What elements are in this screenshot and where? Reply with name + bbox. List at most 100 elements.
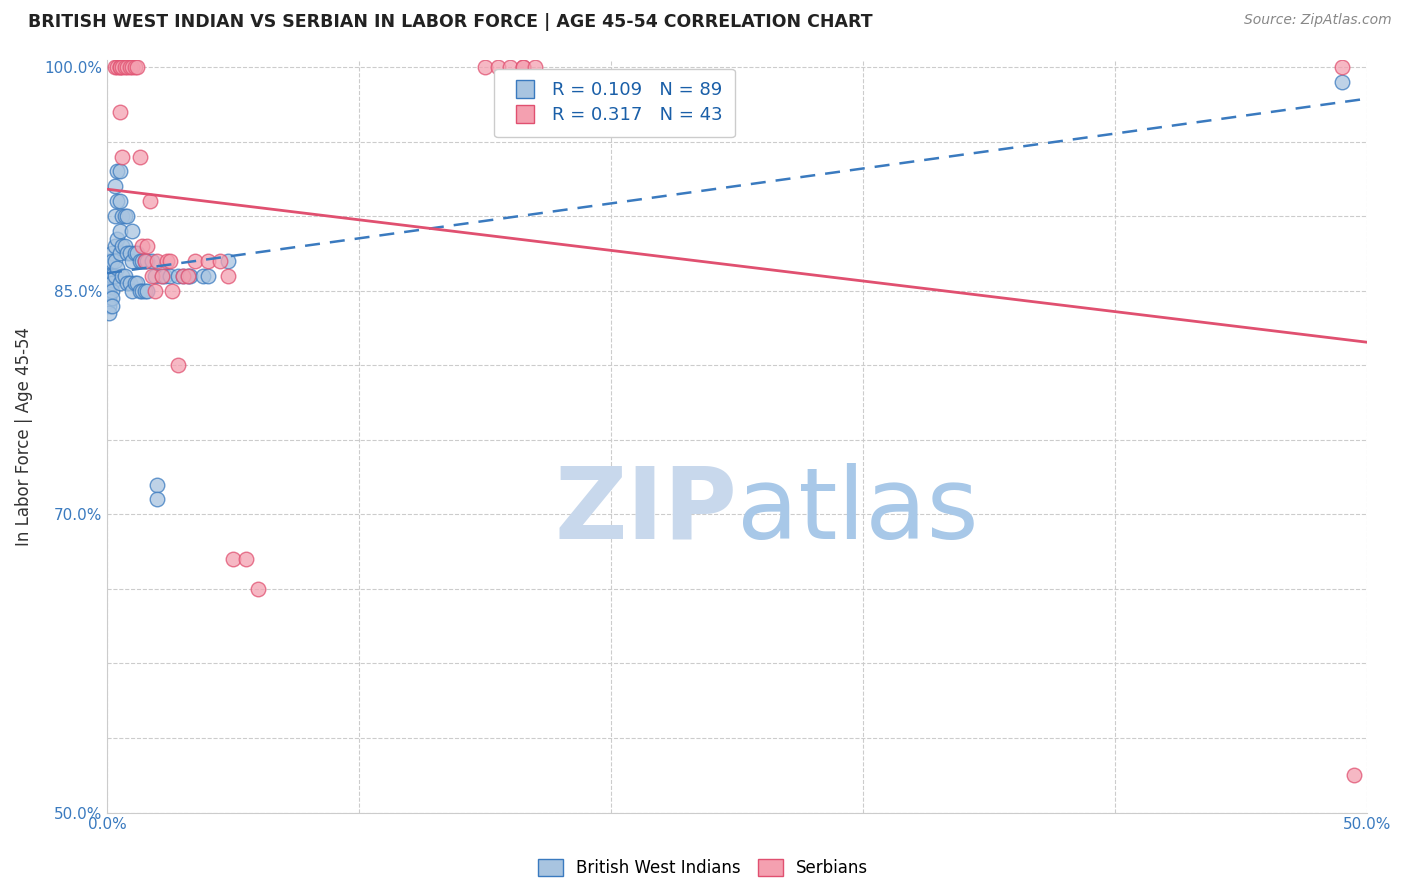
Point xyxy=(101,299,124,313)
Point xyxy=(98,299,121,313)
Point xyxy=(184,253,207,268)
Point xyxy=(115,246,138,260)
Point xyxy=(217,268,239,283)
Point xyxy=(128,253,150,268)
Point xyxy=(105,194,128,209)
Point xyxy=(108,60,131,74)
Point xyxy=(111,268,134,283)
Point xyxy=(114,209,136,223)
Point xyxy=(103,268,125,283)
Point xyxy=(486,60,509,74)
Point xyxy=(115,60,138,74)
Point xyxy=(197,268,219,283)
Point xyxy=(108,224,131,238)
Point xyxy=(134,284,156,298)
Point xyxy=(235,552,257,566)
Point xyxy=(172,268,194,283)
Point xyxy=(1330,60,1353,74)
Point xyxy=(115,209,138,223)
Point xyxy=(512,60,534,74)
Point xyxy=(103,239,125,253)
Point xyxy=(141,253,163,268)
Point xyxy=(146,253,169,268)
Point xyxy=(134,253,156,268)
Point xyxy=(98,306,121,320)
Point xyxy=(101,268,124,283)
Point xyxy=(103,253,125,268)
Point xyxy=(166,268,188,283)
Point xyxy=(108,164,131,178)
Point xyxy=(141,268,163,283)
Point xyxy=(101,291,124,305)
Point xyxy=(172,268,194,283)
Text: BRITISH WEST INDIAN VS SERBIAN IN LABOR FORCE | AGE 45-54 CORRELATION CHART: BRITISH WEST INDIAN VS SERBIAN IN LABOR … xyxy=(28,13,873,31)
Point xyxy=(247,582,270,596)
Point xyxy=(108,246,131,260)
Point xyxy=(105,60,128,74)
Point xyxy=(139,194,162,209)
Legend: R = 0.109   N = 89, R = 0.317   N = 43: R = 0.109 N = 89, R = 0.317 N = 43 xyxy=(494,69,735,137)
Point xyxy=(153,268,176,283)
Point xyxy=(105,231,128,245)
Point xyxy=(146,492,169,507)
Point xyxy=(156,253,179,268)
Point xyxy=(121,224,143,238)
Text: atlas: atlas xyxy=(737,463,979,560)
Point xyxy=(152,268,174,283)
Point xyxy=(127,246,149,260)
Point xyxy=(118,277,141,291)
Point xyxy=(143,284,166,298)
Point xyxy=(134,253,156,268)
Point xyxy=(222,552,245,566)
Point xyxy=(108,104,131,119)
Point xyxy=(127,277,149,291)
Point xyxy=(499,60,522,74)
Point xyxy=(121,253,143,268)
Point xyxy=(128,284,150,298)
Point xyxy=(1330,75,1353,89)
Point xyxy=(209,253,232,268)
Point xyxy=(103,179,125,194)
Point xyxy=(159,253,181,268)
Y-axis label: In Labor Force | Age 45-54: In Labor Force | Age 45-54 xyxy=(15,326,32,546)
Point xyxy=(101,246,124,260)
Point xyxy=(101,253,124,268)
Point xyxy=(98,268,121,283)
Point xyxy=(176,268,198,283)
Text: Source: ZipAtlas.com: Source: ZipAtlas.com xyxy=(1244,13,1392,28)
Point xyxy=(114,268,136,283)
Point xyxy=(124,60,146,74)
Point xyxy=(166,358,188,372)
Point xyxy=(105,164,128,178)
Point xyxy=(118,246,141,260)
Point xyxy=(1343,768,1365,782)
Point xyxy=(512,60,534,74)
Point xyxy=(136,284,159,298)
Point xyxy=(131,253,153,268)
Legend: British West Indians, Serbians: British West Indians, Serbians xyxy=(531,852,875,884)
Point xyxy=(115,277,138,291)
Point xyxy=(197,253,219,268)
Point xyxy=(474,60,496,74)
Point xyxy=(176,268,198,283)
Point xyxy=(114,239,136,253)
Point xyxy=(191,268,214,283)
Point xyxy=(146,477,169,491)
Point xyxy=(108,60,131,74)
Point xyxy=(136,239,159,253)
Point xyxy=(127,60,149,74)
Point xyxy=(98,286,121,301)
Point xyxy=(136,253,159,268)
Text: ZIP: ZIP xyxy=(554,463,737,560)
Point xyxy=(103,60,125,74)
Point xyxy=(179,268,201,283)
Point xyxy=(103,209,125,223)
Point xyxy=(152,268,174,283)
Point xyxy=(98,291,121,305)
Point xyxy=(128,149,150,163)
Point xyxy=(98,253,121,268)
Point xyxy=(105,261,128,276)
Point xyxy=(108,194,131,209)
Point xyxy=(124,246,146,260)
Point xyxy=(98,284,121,298)
